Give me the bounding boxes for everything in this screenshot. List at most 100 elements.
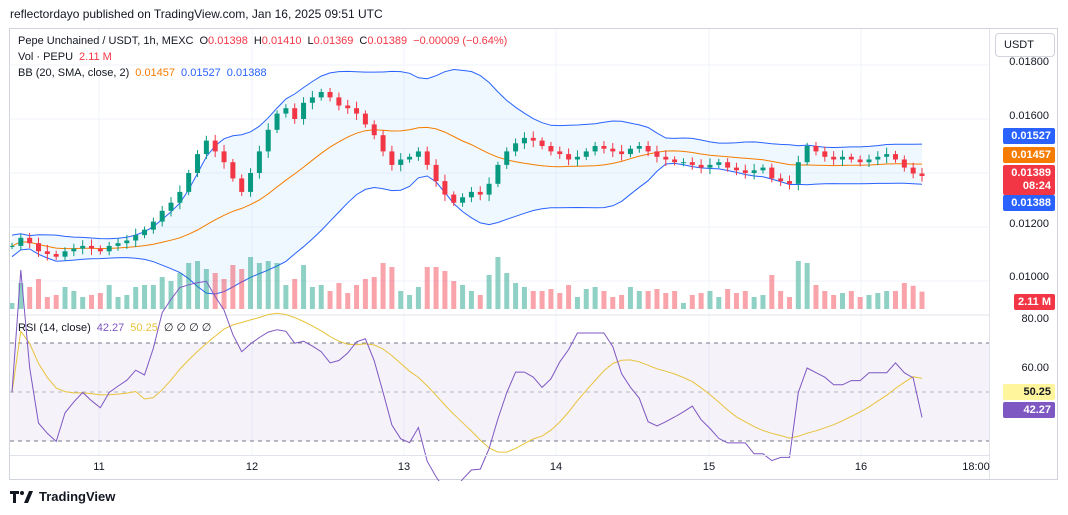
volume-bar [398, 291, 404, 309]
price-tick: 0.01200 [1009, 218, 1049, 230]
candle [398, 159, 404, 165]
candle [627, 148, 633, 155]
bb-fill [12, 69, 922, 294]
footer-brand[interactable]: TradingView [10, 489, 115, 504]
time-tick: 11 [93, 461, 105, 473]
volume-bar [424, 267, 430, 309]
volume-bar [760, 295, 766, 309]
rsi-extra-values: ∅ ∅ ∅ ∅ [163, 322, 212, 334]
volume-bar [539, 291, 545, 309]
volume-bar [89, 295, 95, 309]
candle [256, 151, 262, 173]
volume-bar [698, 293, 704, 309]
bb-mid-value: 0.01457 [135, 67, 176, 79]
volume-bar [345, 293, 351, 309]
close-label: C [359, 35, 368, 47]
volume-bar [636, 291, 642, 309]
candle [44, 251, 50, 254]
rsi-tag: 42.27 [1003, 402, 1055, 418]
rsi-label[interactable]: RSI (14, close) [18, 322, 91, 334]
candle [566, 154, 572, 160]
candle [115, 243, 121, 246]
candle [371, 124, 377, 136]
candle [645, 146, 651, 152]
candle [751, 170, 757, 173]
volume-bar [80, 297, 86, 309]
candle [733, 167, 739, 171]
price-axis[interactable]: 0.01800 0.01600 0.01200 0.01000 80.00 60… [989, 29, 1057, 479]
candle [504, 151, 510, 165]
candle [919, 173, 925, 176]
chart-frame[interactable]: Pepe Unchained / USDT, 1h, MEXC O0.01398… [9, 28, 1058, 481]
volume-bar [654, 289, 660, 309]
candle [610, 148, 616, 152]
volume-bar [857, 297, 863, 309]
volume-bar [689, 295, 695, 309]
candle [778, 178, 784, 182]
candle [212, 140, 218, 152]
volume-bar [892, 291, 898, 309]
volume-bar [839, 293, 845, 309]
volume-bar [150, 285, 156, 309]
candle [786, 181, 792, 184]
candle [230, 162, 236, 179]
candle [477, 191, 483, 195]
candle [195, 154, 201, 173]
volume-bar [848, 291, 854, 309]
volume-bar [910, 285, 916, 309]
candle [875, 156, 881, 160]
candle [663, 156, 669, 160]
candle [362, 113, 368, 125]
volume-bar [415, 287, 421, 309]
candle [619, 151, 625, 155]
volume-bar [795, 261, 801, 309]
candle [636, 146, 642, 149]
volume-bar [460, 285, 466, 309]
legend-volume: Vol · PEPU 2.11 M [18, 51, 112, 63]
candle [601, 146, 607, 149]
volume-bar [822, 291, 828, 309]
candle [795, 162, 801, 184]
volume-bar [36, 279, 42, 309]
bb-label[interactable]: BB (20, SMA, close, 2) [18, 67, 130, 79]
tradingview-logo-icon [10, 490, 33, 503]
volume-bar [513, 283, 519, 309]
candle [451, 194, 457, 203]
candle [548, 146, 554, 152]
volume-bar [177, 273, 183, 309]
volume-bar [53, 295, 59, 309]
rsi-tick: 60.00 [1021, 362, 1049, 374]
volume-bar [866, 295, 872, 309]
chart-canvas[interactable] [10, 29, 990, 481]
candle [18, 237, 24, 246]
volume-bar [318, 285, 324, 309]
volume-bar [27, 287, 33, 309]
volume-bar [716, 297, 722, 309]
candle [460, 197, 466, 203]
volume-bar [884, 291, 890, 309]
candle [424, 151, 430, 165]
candle [221, 151, 227, 163]
time-axis[interactable]: 11 12 13 14 15 16 18:00 [10, 455, 990, 481]
volume-bar [309, 287, 315, 309]
volume-bar [831, 295, 837, 309]
candle [672, 159, 678, 163]
volume-bar [619, 295, 625, 309]
volume-bar [44, 297, 50, 309]
candle [866, 159, 872, 163]
symbol-label[interactable]: Pepe Unchained / USDT, 1h, MEXC [18, 35, 194, 47]
volume-bar [248, 257, 254, 309]
volume-value: 2.11 M [79, 51, 112, 63]
candle [680, 162, 686, 164]
candle [415, 151, 421, 157]
time-tick: 14 [549, 461, 563, 473]
currency-button[interactable]: USDT [995, 33, 1055, 57]
candle [884, 154, 890, 157]
bb-mid-line [11, 126, 923, 250]
candle [910, 167, 916, 174]
volume-bar [557, 293, 563, 309]
rsi-ma-tag: 50.25 [1003, 384, 1055, 400]
candle [274, 113, 280, 130]
volume-bar [733, 293, 739, 309]
volume-label[interactable]: Vol · PEPU [18, 51, 74, 63]
